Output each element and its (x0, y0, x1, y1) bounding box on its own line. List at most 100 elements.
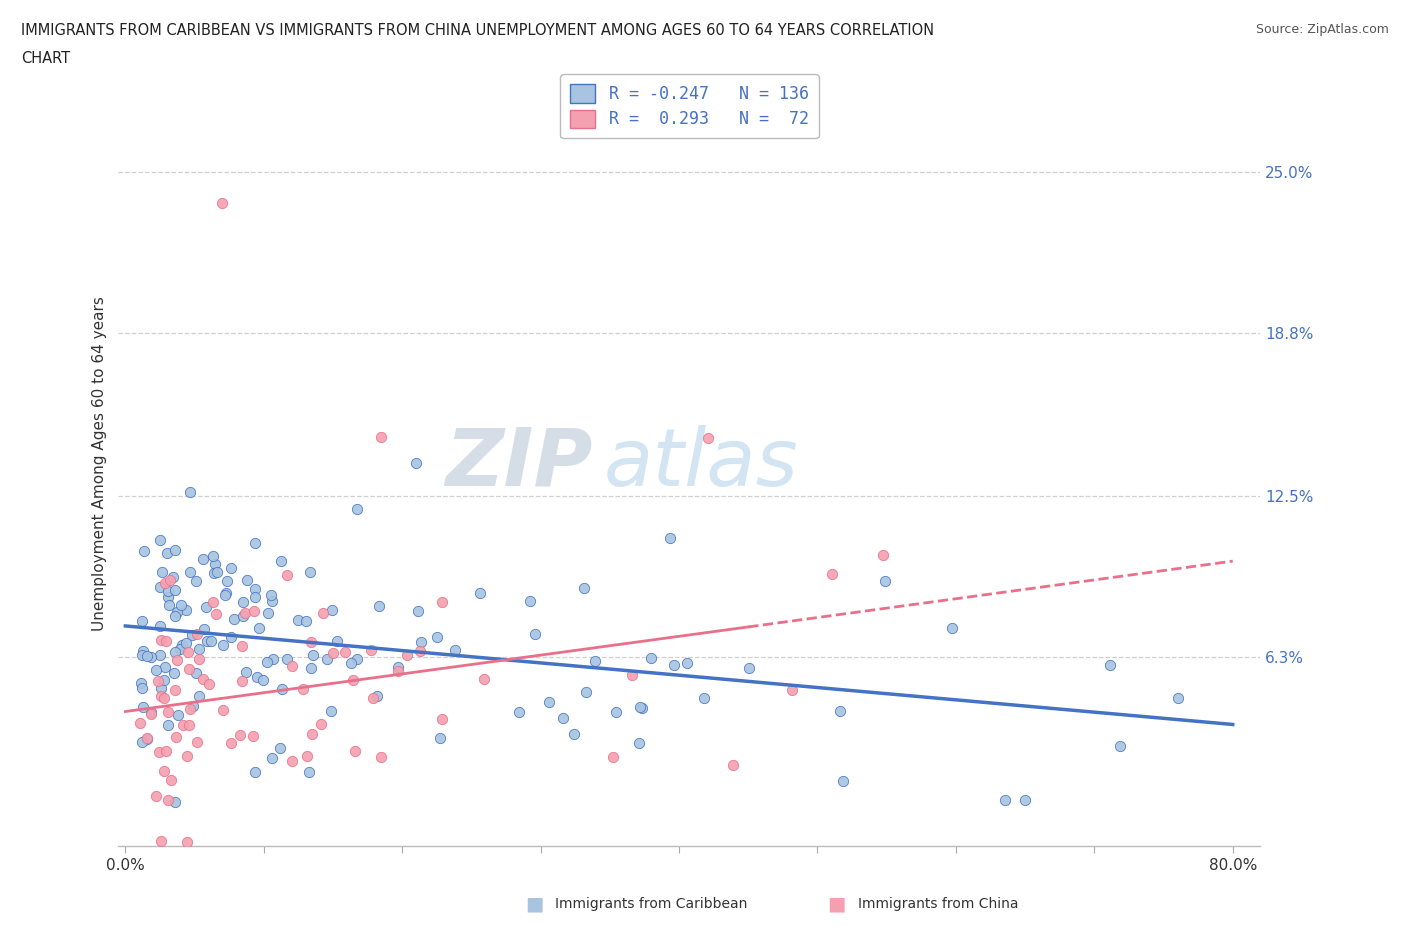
Point (721, 758, 744, 773)
Point (287, 613, 309, 628)
Point (163, 608, 186, 623)
Text: Source: ZipAtlas.com: Source: ZipAtlas.com (1256, 23, 1389, 36)
Point (162, 569, 184, 584)
Point (177, 661, 200, 676)
Point (149, 688, 172, 703)
Point (204, 557, 226, 572)
Point (136, 732, 159, 747)
Point (831, 774, 853, 789)
Point (429, 731, 451, 746)
Point (299, 660, 322, 675)
Point (298, 565, 321, 579)
Text: ■: ■ (524, 895, 544, 913)
Point (155, 743, 177, 758)
Point (630, 700, 652, 715)
Point (270, 553, 292, 568)
Point (163, 683, 186, 698)
Point (231, 673, 253, 688)
Point (191, 671, 214, 686)
Point (214, 587, 236, 602)
Point (426, 630, 449, 644)
Point (145, 662, 167, 677)
Point (156, 546, 179, 561)
Point (163, 795, 186, 810)
Point (219, 736, 242, 751)
Point (186, 574, 208, 589)
Point (149, 618, 172, 633)
Point (583, 654, 606, 669)
Point (325, 633, 347, 648)
Point (444, 643, 467, 658)
Point (315, 652, 337, 667)
Point (301, 648, 323, 663)
Point (322, 645, 344, 660)
Point (132, 644, 155, 658)
Point (343, 744, 366, 759)
Point (187, 642, 209, 657)
Point (146, 673, 169, 688)
Point (179, 565, 201, 579)
Point (215, 586, 238, 601)
Point (165, 542, 187, 557)
Point (309, 716, 332, 731)
Point (524, 627, 547, 642)
Point (129, 675, 152, 690)
Point (170, 597, 193, 612)
Point (342, 672, 364, 687)
Point (319, 704, 342, 719)
Point (602, 750, 624, 764)
Point (339, 656, 361, 671)
Point (257, 606, 280, 621)
Point (195, 633, 218, 648)
Point (553, 711, 575, 725)
Point (149, 834, 172, 849)
Point (620, 668, 643, 683)
Point (174, 603, 197, 618)
Text: ■: ■ (827, 895, 846, 913)
Point (247, 621, 270, 636)
Point (166, 652, 188, 667)
Point (139, 650, 162, 665)
Point (276, 568, 298, 583)
Point (537, 695, 560, 710)
Point (575, 684, 598, 699)
Point (153, 659, 176, 674)
Point (163, 666, 186, 681)
Point (149, 647, 172, 662)
Point (157, 792, 180, 807)
Point (269, 740, 291, 755)
Point (131, 614, 153, 629)
Point (1108, 738, 1130, 753)
Point (366, 689, 388, 704)
Point (149, 579, 172, 594)
Point (136, 730, 159, 745)
Point (658, 531, 681, 546)
Point (1014, 793, 1036, 808)
Point (232, 608, 254, 623)
Point (321, 603, 343, 618)
Point (156, 590, 179, 604)
Point (263, 652, 285, 667)
Point (409, 635, 432, 650)
Point (312, 605, 335, 620)
Point (128, 715, 150, 730)
Point (780, 683, 803, 698)
Point (215, 574, 238, 589)
Point (676, 656, 699, 671)
Point (562, 726, 585, 741)
Point (828, 704, 851, 719)
Point (167, 707, 190, 722)
Point (194, 600, 217, 615)
Point (155, 576, 177, 591)
Point (132, 543, 155, 558)
Point (187, 688, 209, 703)
Point (219, 561, 242, 576)
Point (152, 764, 174, 778)
Point (693, 691, 716, 706)
Point (994, 793, 1017, 808)
Point (172, 638, 194, 653)
Text: Immigrants from Caribbean: Immigrants from Caribbean (555, 897, 748, 911)
Point (281, 753, 304, 768)
Y-axis label: Unemployment Among Ages 60 to 64 years: Unemployment Among Ages 60 to 64 years (93, 297, 107, 631)
Point (243, 604, 266, 618)
